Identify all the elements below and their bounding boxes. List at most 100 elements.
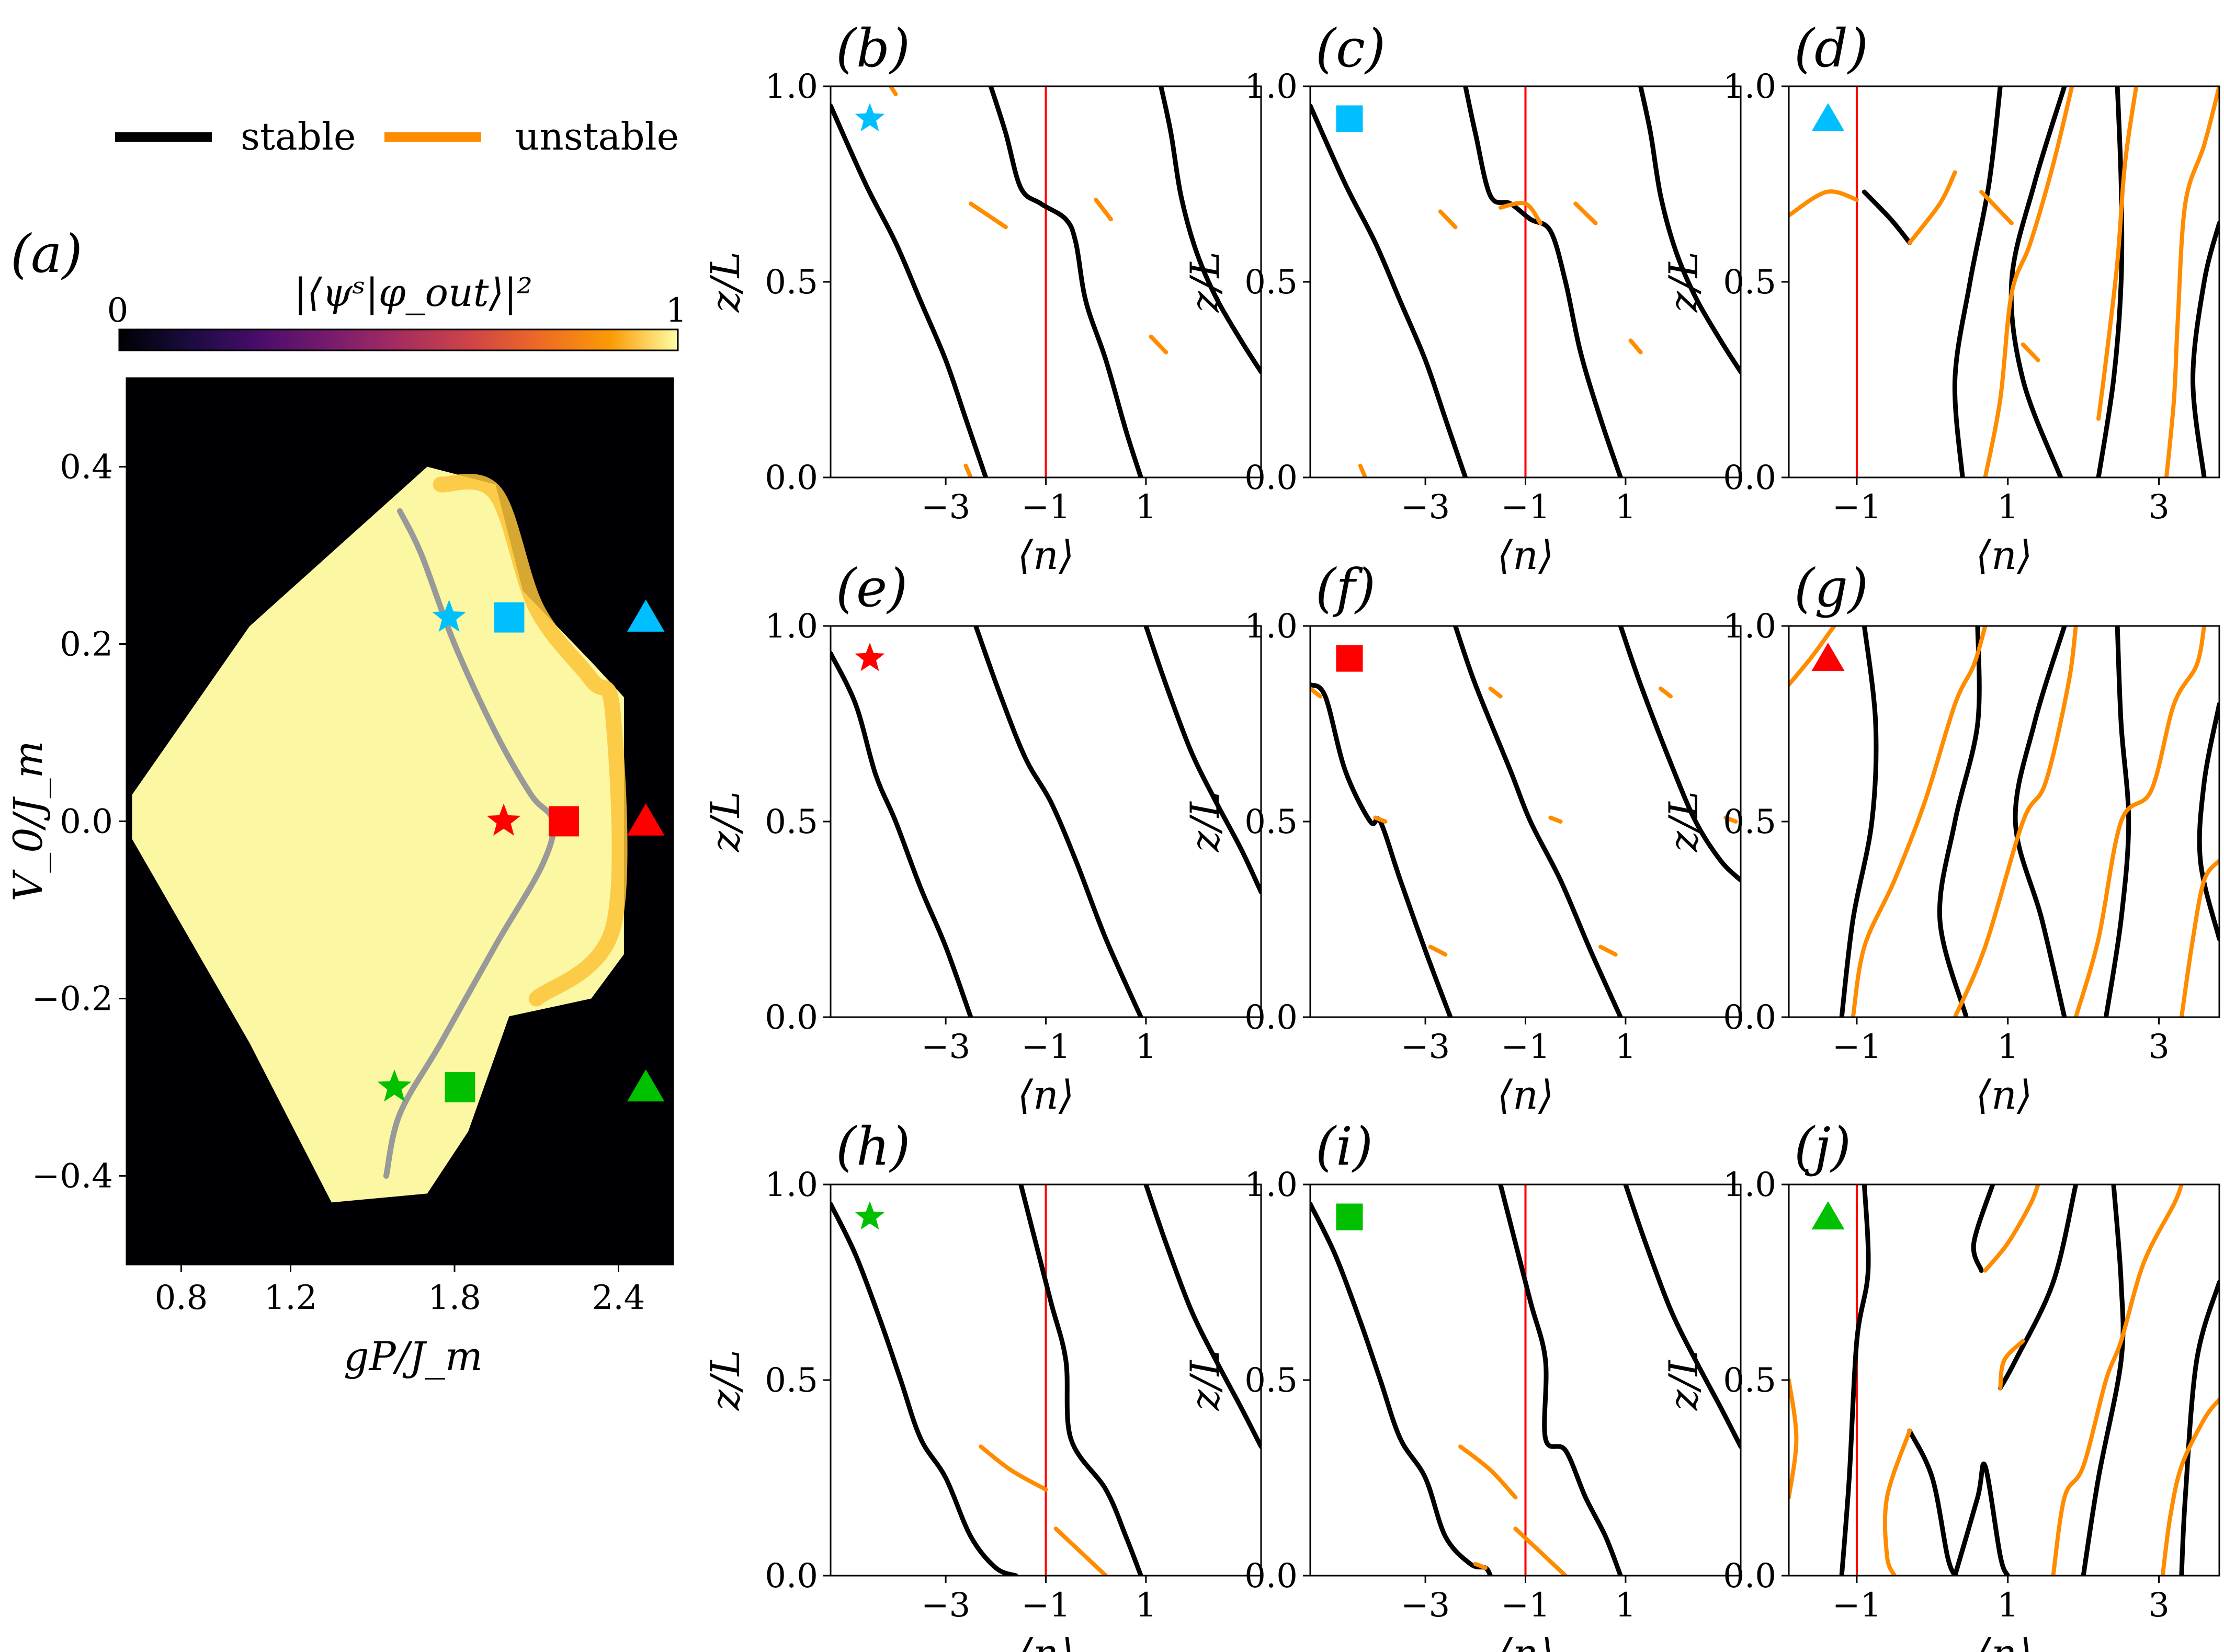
panel-marker-b: [855, 103, 885, 132]
x-axis-label-h: ⟨n⟩: [1017, 1630, 1074, 1652]
x-tick-label-j: 1: [1997, 1586, 2018, 1625]
x-tick-label-b: −1: [1021, 488, 1070, 527]
panel-label-a: (a): [10, 223, 83, 284]
y-tick-label-a: 0.0: [60, 803, 113, 841]
panel-label-g: (g): [1794, 557, 1868, 619]
x-tick-label-e: 1: [1136, 1028, 1157, 1066]
unstable-curve-f: [1548, 815, 1563, 824]
unstable-curve-j: [2051, 1184, 2184, 1576]
stable-curve-c: [1310, 103, 1468, 477]
unstable-curve-f: [1658, 686, 1673, 699]
unstable-curve-f: [1373, 815, 1388, 824]
unstable-curve-d: [2096, 86, 2139, 421]
panel-d: −1 1 3 0.0 0.5 1.0 ⟨n⟩ z/L (d): [1660, 18, 2220, 578]
unstable-curve-c: [1628, 338, 1643, 355]
stable-curve-d: [2191, 221, 2219, 477]
plot-area-d: [1789, 86, 2219, 477]
stable-curve-d: [1862, 189, 1912, 245]
y-tick-label-c: 0.0: [1244, 459, 1298, 497]
marker-a-red-triangle: [627, 803, 665, 836]
y-tick-label-c: 0.5: [1244, 263, 1298, 302]
y-tick-label-e: 1.0: [765, 607, 818, 646]
stable-curve-g: [1839, 626, 1879, 1017]
y-tick-label-d: 1.0: [1723, 67, 1776, 106]
panel-f: −3 −1 1 0.0 0.5 1.0 ⟨n⟩ z/L (f): [1182, 557, 1742, 1118]
stable-curve-d: [2009, 86, 2067, 477]
y-axis-label-a: V_0/J_m: [5, 740, 51, 901]
plot-curves-g: [1789, 626, 2219, 1017]
stable-curve-e: [1143, 626, 1261, 895]
unstable-curve-c: [1498, 201, 1543, 225]
unstable-curve-d: [1908, 170, 1957, 245]
unstable-curve-g: [1789, 626, 1836, 687]
stable-curve-i: [1310, 1201, 1493, 1576]
stable-curve-g: [1937, 626, 1982, 1017]
y-tick-label-g: 0.0: [1723, 998, 1776, 1037]
panel-label-d: (d): [1794, 18, 1868, 79]
x-tick-label-d: 3: [2148, 488, 2170, 527]
panel-label-f: (f): [1315, 557, 1376, 619]
unstable-curve-j: [1882, 1429, 1912, 1576]
stable-curve-h: [1143, 1184, 1261, 1449]
marker-a-red-square: [549, 806, 579, 837]
stable-curve-b: [1159, 86, 1261, 374]
stable-curve-b: [988, 86, 1143, 477]
x-axis-label-d: ⟨n⟩: [1976, 532, 2032, 578]
unstable-curve-c: [1438, 209, 1458, 230]
x-tick-label-j: 3: [2148, 1586, 2170, 1625]
panel-marker-f: [1336, 645, 1363, 672]
stable-curve-f: [1453, 626, 1623, 1017]
unstable-curve-b: [1149, 334, 1168, 355]
panel-h: −3 −1 1 0.0 0.5 1.0 ⟨n⟩ z/L (h): [702, 1116, 1262, 1652]
x-tick-label-c: −1: [1501, 488, 1550, 527]
stable-curve-j: [2179, 1280, 2219, 1576]
y-axis-label-e: z/L: [702, 791, 748, 852]
y-tick-label-g: 1.0: [1723, 607, 1776, 646]
unstable-curve-g: [1851, 626, 1988, 1017]
plot-curves-e: [831, 626, 1261, 1017]
marker-a-cyan-square: [494, 602, 525, 633]
panel-j: −1 1 3 0.0 0.5 1.0 ⟨n⟩ z/L (j): [1660, 1116, 2220, 1652]
y-tick-label-b: 1.0: [765, 67, 818, 106]
panel-marker-e: [855, 643, 885, 671]
unstable-curve-b: [969, 201, 1008, 230]
colorbar-min-label: 0: [107, 291, 129, 330]
y-axis-label-c: z/L: [1182, 252, 1228, 313]
marker-a-green-square: [445, 1072, 475, 1102]
unstable-curve-d: [1789, 189, 1859, 218]
x-tick-label-f: −3: [1401, 1028, 1450, 1066]
y-tick-label-f: 0.0: [1244, 998, 1298, 1037]
unstable-curve-f: [1428, 944, 1448, 957]
x-axis-label-e: ⟨n⟩: [1017, 1072, 1074, 1118]
colorbar: [118, 328, 679, 351]
x-tick-label-i: 1: [1615, 1586, 1637, 1625]
stable-curve-j: [1971, 1184, 1995, 1273]
x-tick-label-h: 1: [1136, 1586, 1157, 1625]
high-overlap-region: [132, 466, 624, 1203]
x-tick-label-a: 1.8: [428, 1279, 481, 1317]
panel-marker-d: [1811, 103, 1845, 131]
stable-curve-c: [1463, 86, 1623, 477]
marker-a-cyan-triangle: [627, 599, 665, 632]
unstable-curve-d: [2164, 86, 2219, 477]
x-tick-label-d: −1: [1832, 488, 1881, 527]
x-tick-label-i: −3: [1401, 1586, 1450, 1625]
y-tick-label-h: 1.0: [765, 1166, 818, 1204]
x-tick-label-h: −1: [1021, 1586, 1070, 1625]
y-tick-label-c: 1.0: [1244, 67, 1298, 106]
panel-label-h: (h): [836, 1116, 910, 1177]
panel-e: −3 −1 1 0.0 0.5 1.0 ⟨n⟩ z/L (e): [702, 557, 1262, 1118]
x-axis-label-j: ⟨n⟩: [1976, 1630, 2032, 1652]
y-tick-label-i: 0.5: [1244, 1361, 1298, 1400]
x-tick-label-f: 1: [1615, 1028, 1637, 1066]
unstable-curve-i: [1458, 1444, 1518, 1500]
y-tick-label-j: 0.5: [1723, 1361, 1776, 1400]
y-tick-label-f: 0.5: [1244, 803, 1298, 841]
stable-curve-j: [1839, 1184, 1871, 1576]
marker-a-cyan-star: [432, 599, 466, 632]
x-axis-label-g: ⟨n⟩: [1976, 1072, 2032, 1118]
panel-i: −3 −1 1 0.0 0.5 1.0 ⟨n⟩ z/L (i): [1182, 1116, 1742, 1652]
unstable-curve-j: [2160, 1397, 2219, 1576]
y-tick-label-g: 0.5: [1723, 803, 1776, 841]
